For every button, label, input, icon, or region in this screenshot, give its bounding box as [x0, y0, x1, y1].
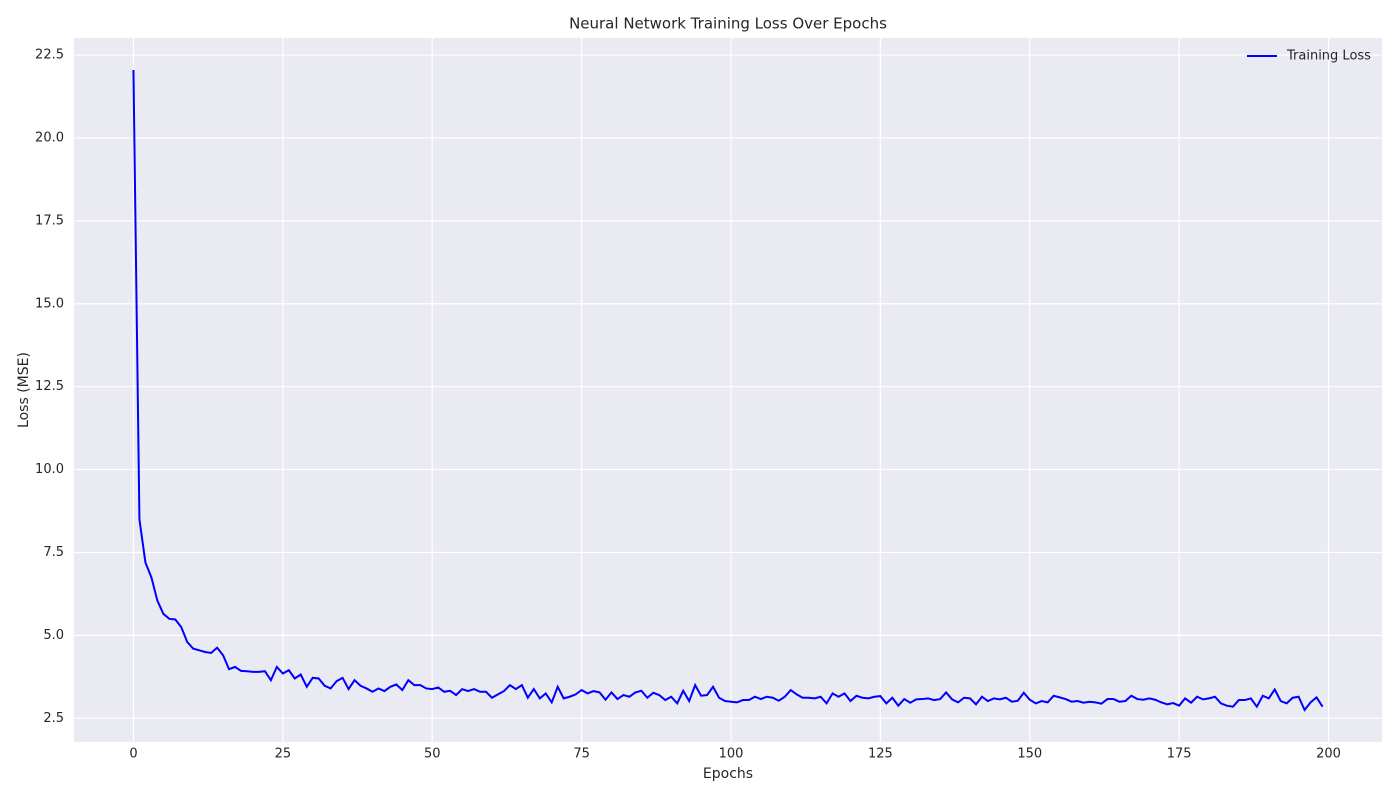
x-tick-label: 75 — [573, 747, 590, 762]
x-tick-label: 150 — [1017, 747, 1042, 762]
y-tick-label: 17.5 — [35, 213, 64, 228]
y-tick-label: 7.5 — [43, 545, 64, 560]
chart-title: Neural Network Training Loss Over Epochs — [569, 15, 887, 33]
x-tick-label: 50 — [424, 747, 441, 762]
legend-label: Training Loss — [1286, 49, 1371, 64]
x-axis-label: Epochs — [703, 766, 753, 782]
x-tick-label: 125 — [868, 747, 893, 762]
y-axis-label: Loss (MSE) — [16, 352, 32, 428]
y-tick-label: 22.5 — [35, 48, 64, 63]
x-tick-label: 0 — [129, 747, 137, 762]
y-tick-label: 5.0 — [43, 628, 64, 643]
plot-area — [74, 38, 1382, 742]
x-tick-label: 175 — [1167, 747, 1192, 762]
y-tick-label: 12.5 — [35, 379, 64, 394]
x-tick-label: 100 — [719, 747, 744, 762]
y-tick-label: 15.0 — [35, 296, 64, 311]
y-tick-label: 10.0 — [35, 462, 64, 477]
x-tick-label: 200 — [1316, 747, 1341, 762]
y-tick-label: 2.5 — [43, 711, 64, 726]
x-tick-label: 25 — [275, 747, 292, 762]
y-tick-label: 20.0 — [35, 130, 64, 145]
line-series — [132, 69, 1324, 712]
